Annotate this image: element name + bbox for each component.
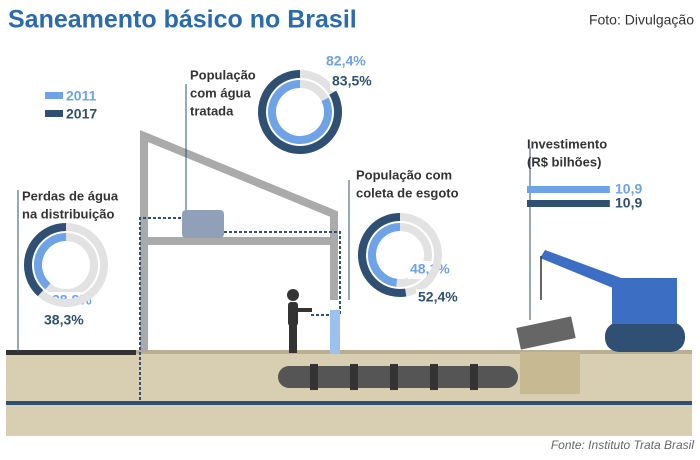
ring-arc	[258, 70, 342, 154]
chart-title: tratada	[190, 103, 234, 118]
chart-title: coleta de esgoto	[356, 185, 459, 200]
value-label: 10,9	[615, 181, 642, 197]
value-label: 52,4%	[418, 289, 458, 305]
label-bg	[416, 289, 464, 307]
ring-arc	[24, 223, 67, 297]
credit: Foto: Divulgação	[589, 12, 694, 28]
ring-arc	[368, 223, 401, 287]
chart-title: Investimento	[527, 136, 607, 151]
trench	[520, 352, 580, 394]
label-bg	[324, 53, 372, 71]
legend-swatch	[45, 92, 63, 99]
value-label: 38,3%	[44, 312, 84, 328]
person	[287, 289, 312, 353]
title: Saneamento básico no Brasil	[8, 6, 357, 34]
ground	[6, 352, 692, 436]
chart-title: População com	[356, 167, 452, 182]
legend-label: 2011	[66, 88, 97, 104]
pipes	[139, 217, 341, 400]
drain	[330, 310, 340, 354]
chart-title: com água	[190, 85, 251, 100]
legend-label: 2017	[66, 106, 97, 122]
chart-title: Perdas de água	[22, 188, 119, 203]
legend-swatch	[45, 110, 63, 117]
ring-arc	[34, 233, 67, 290]
chart-title: (R$ bilhões)	[527, 154, 601, 169]
bar	[527, 200, 610, 207]
label-bg	[330, 73, 378, 91]
crane	[516, 250, 685, 352]
value-label: 10,9	[615, 195, 642, 211]
water-tank	[182, 210, 224, 238]
label-bg	[42, 312, 90, 330]
source: Fonte: Instituto Trata Brasil	[551, 438, 695, 452]
bar	[527, 186, 610, 193]
pipe-joints	[310, 364, 478, 390]
road	[6, 350, 136, 355]
ground-edge	[6, 350, 692, 354]
chart-title: na distribuição	[22, 206, 115, 221]
house-frame	[140, 130, 338, 352]
value-label: 82,4%	[326, 53, 366, 69]
chart-title: População	[190, 67, 256, 82]
value-label: 83,5%	[332, 73, 372, 89]
ring-arc	[358, 213, 407, 297]
ring-arc	[268, 80, 332, 144]
